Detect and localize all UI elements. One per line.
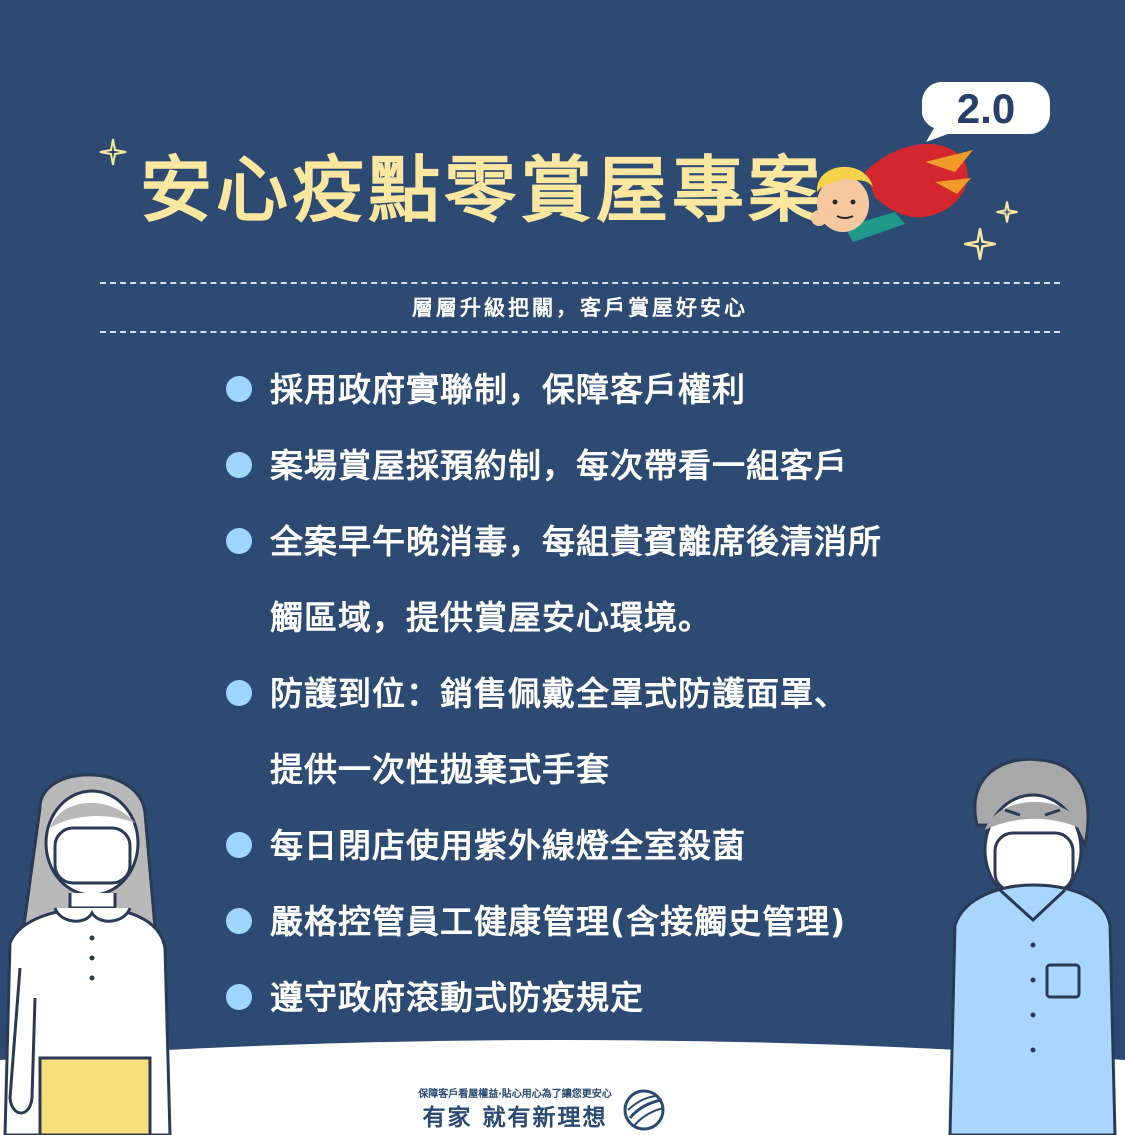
- list-item-text: 全案早午晚消毒，每組貴賓離席後清消所: [270, 522, 882, 561]
- divider: [100, 331, 1060, 333]
- bullet-icon: [226, 452, 252, 478]
- list-item: 每日閉店使用紫外線燈全室殺菌: [226, 808, 986, 884]
- list-item: 全案早午晚消毒，每組貴賓離席後清消所 觸區域，提供賞屋安心環境。: [226, 504, 986, 656]
- bullet-icon: [226, 832, 252, 858]
- bullet-icon: [226, 984, 252, 1010]
- footer-brand: 有家 就有新理想: [422, 1105, 608, 1131]
- bullet-icon: [226, 376, 252, 402]
- speech-bubble-icon: [921, 82, 1050, 142]
- masked-woman-illustration: [3, 773, 172, 1135]
- list-item: 採用政府實聯制，保障客戶權利: [226, 352, 986, 428]
- divider: [100, 282, 1060, 284]
- list-item: 案場賞屋採預約制，每次帶看一組客戶: [226, 428, 986, 504]
- bullet-icon: [226, 680, 252, 706]
- list-item-text: 遵守政府滾動式防疫規定: [270, 978, 644, 1017]
- list-item-text: 觸區域，提供賞屋安心環境。: [270, 598, 712, 637]
- version-badge: 2.0: [956, 85, 1016, 132]
- list-item: 遵守政府滾動式防疫規定: [226, 960, 986, 1036]
- globe-logo-icon: [623, 1089, 665, 1131]
- list-item-text: 案場賞屋採預約制，每次帶看一組客戶: [270, 446, 848, 485]
- measure-list: 採用政府實聯制，保障客戶權利 案場賞屋採預約制，每次帶看一組客戶 全案早午晚消毒…: [226, 352, 986, 1036]
- masked-man-illustration: [948, 757, 1117, 1135]
- list-item-text: 防護到位：銷售佩戴全罩式防護面罩、: [270, 674, 848, 713]
- footer-background: [0, 1040, 1125, 1135]
- list-item-text: 提供一次性拋棄式手套: [270, 750, 610, 789]
- page-title: 安心疫點零賞屋專案: [140, 148, 825, 232]
- list-item: 嚴格控管員工健康管理(含接觸史管理): [226, 884, 986, 960]
- sparkle-icon: [964, 228, 996, 260]
- list-item-text: 每日閉店使用紫外線燈全室殺菌: [270, 826, 746, 865]
- footer-tagline: 保障客戶看屋權益‧貼心用心為了讓您更安心: [418, 1089, 612, 1100]
- sparkle-icon: [996, 201, 1018, 223]
- subtitle: 層層升級把關，客戶賞屋好安心: [412, 296, 748, 320]
- sparkle-icon: [99, 138, 127, 166]
- superhero-icon: [811, 143, 973, 242]
- bullet-icon: [226, 528, 252, 554]
- list-item-text: 嚴格控管員工健康管理(含接觸史管理): [270, 902, 847, 941]
- list-item: 防護到位：銷售佩戴全罩式防護面罩、 提供一次性拋棄式手套: [226, 656, 986, 808]
- list-item-text: 採用政府實聯制，保障客戶權利: [270, 370, 746, 409]
- bullet-icon: [226, 908, 252, 934]
